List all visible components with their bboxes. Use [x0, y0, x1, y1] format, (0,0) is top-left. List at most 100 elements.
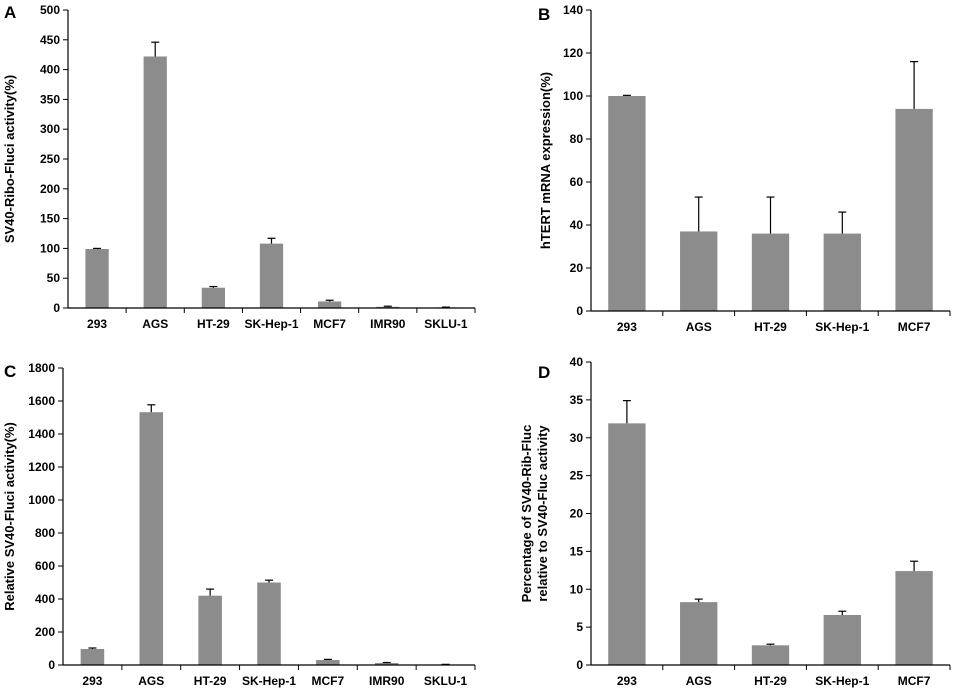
x-category-label: AGS [142, 317, 168, 331]
x-category-label: SK-Hep-1 [815, 674, 869, 688]
x-category-label: IMR90 [369, 674, 405, 688]
x-category-label: MCF7 [898, 674, 931, 688]
panel-b-y-axis-title: hTERT mRNA expression(%) [538, 72, 553, 249]
x-category-label: HT-29 [754, 674, 787, 688]
bar-ags [139, 412, 164, 665]
panel-c-y-axis-title: Relative SV40-Fluci activity(%) [2, 422, 17, 611]
y-axis-title-line: SV40-Ribo-Fluci activity(%) [2, 75, 17, 243]
y-tick-label: 140 [563, 3, 583, 17]
bar-sk-hep-1 [257, 582, 281, 665]
y-axis-title-line: Relative SV40-Fluci activity(%) [2, 422, 17, 611]
y-tick-label: 20 [570, 261, 584, 275]
y-tick-label: 0 [48, 658, 55, 672]
x-category-label: IMR90 [370, 317, 406, 331]
x-category-label: AGS [686, 674, 712, 688]
bar-mcf7 [895, 571, 933, 665]
y-tick-label: 100 [40, 241, 60, 255]
y-axis-title-line: Percentage of SV40-Rib-Fluc [519, 425, 534, 603]
y-tick-label: 20 [570, 507, 584, 521]
x-category-label: SKLU-1 [424, 674, 468, 688]
bar-sk-hep-1 [259, 243, 284, 308]
bar-ht-29 [751, 645, 790, 665]
x-category-label: HT-29 [194, 674, 227, 688]
y-tick-label: 150 [40, 212, 60, 226]
y-tick-label: 50 [47, 271, 61, 285]
y-tick-label: 400 [35, 592, 55, 606]
y-tick-label: 350 [40, 92, 60, 106]
y-tick-label: 200 [40, 182, 60, 196]
x-category-label: SK-Hep-1 [242, 674, 296, 688]
y-tick-label: 1600 [28, 394, 55, 408]
panel-d-y-axis-title: Percentage of SV40-Rib-Flucrelative to S… [519, 425, 550, 603]
panel-c-chart: C Relative SV40-Fluci activity(%) 0 200 400 6… [2, 361, 476, 688]
y-tick-label: 60 [570, 175, 584, 189]
y-tick-label: 450 [40, 33, 60, 47]
panel-d-letter: D [538, 363, 550, 382]
y-tick-label: 800 [35, 526, 55, 540]
y-tick-label: 0 [53, 301, 60, 315]
x-category-label: HT-29 [197, 317, 230, 331]
y-tick-label: 15 [570, 544, 584, 558]
x-category-label: 293 [617, 674, 637, 688]
y-tick-label: 1000 [28, 493, 55, 507]
y-tick-label: 200 [35, 625, 55, 639]
y-tick-label: 400 [40, 63, 60, 77]
bar-ags [143, 56, 167, 308]
y-tick-label: 10 [570, 582, 584, 596]
bar-imr90 [374, 663, 399, 665]
bar-ags [680, 602, 718, 665]
bar-mcf7 [318, 301, 342, 308]
bar-ht-29 [198, 595, 222, 665]
x-category-label: AGS [686, 320, 712, 334]
x-category-label: 293 [617, 320, 637, 334]
y-tick-label: 1800 [28, 361, 55, 375]
y-tick-label: 0 [576, 658, 583, 672]
y-tick-label: 40 [570, 218, 584, 232]
bar-mcf7 [316, 660, 340, 665]
bar-sk-hep-1 [823, 233, 861, 311]
y-tick-label: 1200 [28, 460, 55, 474]
x-category-label: SK-Hep-1 [244, 317, 298, 331]
y-tick-label: 25 [570, 469, 584, 483]
y-tick-label: 80 [570, 132, 584, 146]
bar-sk-hep-1 [823, 615, 861, 665]
y-tick-label: 250 [40, 152, 60, 166]
x-category-label: MCF7 [313, 317, 346, 331]
y-tick-label: 1400 [28, 427, 55, 441]
x-category-label: MCF7 [312, 674, 345, 688]
x-category-label: SK-Hep-1 [815, 320, 869, 334]
x-category-label: AGS [138, 674, 164, 688]
bar-ht-29 [201, 287, 225, 308]
x-category-label: SKLU-1 [424, 317, 468, 331]
panel-c-letter: C [4, 362, 16, 381]
y-tick-label: 300 [40, 122, 60, 136]
bar-293 [85, 248, 109, 308]
y-tick-label: 5 [576, 620, 583, 634]
panel-d-chart: D Percentage of SV40-Rib-Flucrelative to … [519, 355, 951, 688]
y-tick-label: 35 [570, 393, 584, 407]
bar-ht-29 [751, 233, 790, 311]
x-category-label: 293 [82, 674, 102, 688]
panel-b-letter: B [538, 5, 550, 24]
panel-a-y-axis-title: SV40-Ribo-Fluci activity(%) [2, 75, 17, 243]
bar-293 [608, 423, 646, 665]
y-tick-label: 500 [40, 3, 60, 17]
y-tick-label: 0 [576, 304, 583, 318]
bar-293 [80, 648, 105, 665]
bar-mcf7 [895, 108, 933, 312]
y-axis-title-line: relative to SV40-Fluc activity [535, 425, 550, 602]
panel-a-chart: A SV40-Ribo-Fluci activity(%) 0 50 100 150 200… [2, 3, 476, 331]
y-tick-label: 600 [35, 559, 55, 573]
x-category-label: MCF7 [898, 320, 931, 334]
bar-ags [680, 231, 718, 311]
x-category-label: HT-29 [754, 320, 787, 334]
y-tick-label: 120 [563, 46, 583, 60]
y-tick-label: 100 [563, 89, 583, 103]
y-tick-label: 40 [570, 355, 584, 369]
x-category-label: 293 [87, 317, 107, 331]
bar-293 [608, 96, 646, 311]
y-axis-title-line: hTERT mRNA expression(%) [538, 72, 553, 249]
y-tick-label: 30 [570, 431, 584, 445]
